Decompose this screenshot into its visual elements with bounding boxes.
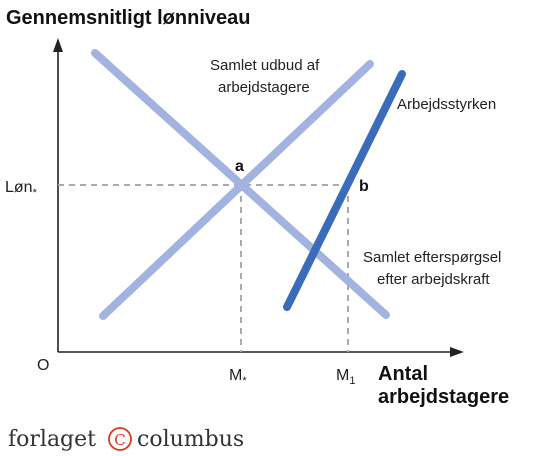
- copyright-circle-icon: [108, 427, 132, 451]
- point-a-label: a: [235, 158, 244, 175]
- demand-curve-label-line1: Samlet efterspørgsel: [363, 249, 501, 266]
- labor-force-curve: [283, 70, 406, 311]
- wage-tick-label: Løn*: [5, 179, 38, 199]
- copyright-mark: C: [114, 431, 125, 449]
- x-axis-label-line1: Antal: [378, 363, 428, 385]
- publisher-logo: forlaget C columbus: [8, 427, 244, 452]
- labor-force-label: Arbejdsstyrken: [397, 96, 496, 113]
- publisher-left: forlaget: [8, 427, 96, 452]
- origin-label: O: [37, 357, 49, 374]
- wage-tick-main: Løn: [5, 179, 33, 196]
- x-axis-arrow-icon: [450, 347, 464, 357]
- publisher-right: columbus: [137, 427, 244, 452]
- m1-tick-label: M1: [336, 367, 355, 387]
- point-b-label: b: [359, 178, 369, 195]
- m1-tick-main: M: [336, 367, 349, 384]
- y-axis-label: Gennemsnitligt lønniveau: [6, 7, 250, 29]
- axes: [53, 38, 464, 357]
- guide-lines: [58, 184, 349, 352]
- m-star-tick-label: M*: [229, 367, 247, 387]
- supply-curve-label-line1: Samlet udbud af: [210, 57, 320, 74]
- supply-curve-label-line2: arbejdstagere: [218, 79, 310, 96]
- x-axis-label-line2: arbejdstagere: [378, 386, 509, 408]
- supply-curve: [99, 60, 374, 320]
- m1-tick-sub: 1: [349, 375, 355, 387]
- y-axis-arrow-icon: [53, 38, 63, 52]
- m-star-tick-main: M: [229, 367, 242, 384]
- m-star-tick-sub: *: [242, 375, 247, 387]
- wage-tick-sub: *: [33, 187, 38, 199]
- demand-curve-label-line2: efter arbejdskraft: [377, 271, 490, 288]
